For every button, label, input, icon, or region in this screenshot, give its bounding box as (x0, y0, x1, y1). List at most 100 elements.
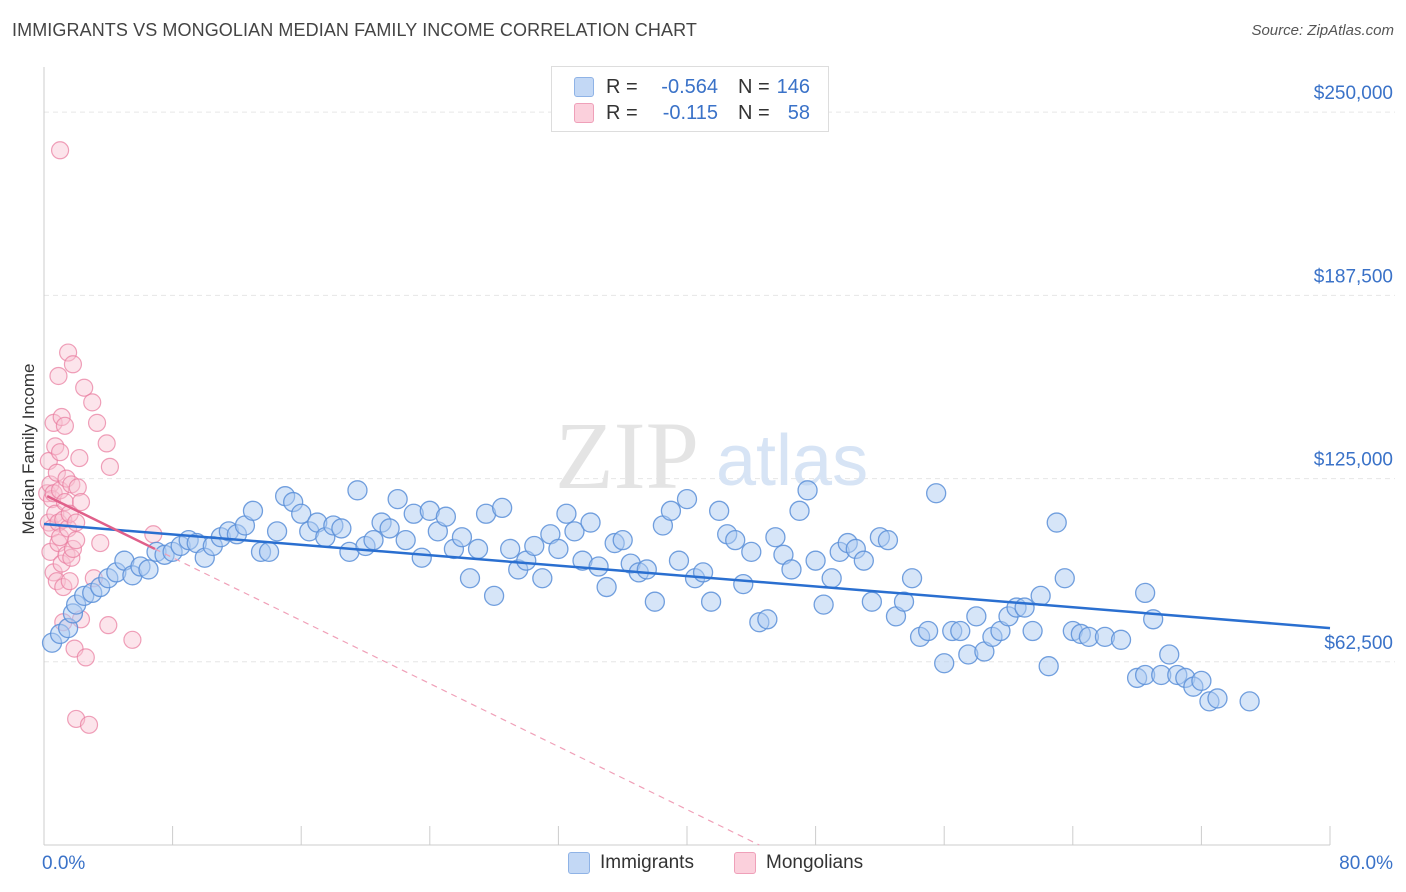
mongolians-point (60, 572, 79, 591)
mongolians-point (49, 366, 68, 386)
immigrants-point (1014, 597, 1035, 618)
immigrants-point (733, 573, 754, 595)
immigrants-point (950, 620, 971, 642)
mongolians-legend-swatch (734, 852, 756, 874)
chart-title: IMMIGRANTS VS MONGOLIAN MEDIAN FAMILY IN… (12, 20, 697, 40)
stats-row-mongolians: R = -0.115 N = 58 (574, 101, 810, 125)
mongolians-point (47, 463, 66, 482)
immigrants-legend-swatch (568, 852, 590, 874)
immigrants-point (797, 480, 818, 501)
immigrants-point (757, 609, 778, 630)
legend-item-immigrants[interactable]: Immigrants (568, 852, 694, 874)
immigrants-point (893, 591, 915, 612)
mongolians-point (52, 554, 71, 573)
immigrants-point (917, 620, 939, 642)
immigrants-point (668, 550, 690, 571)
immigrants-point (1022, 620, 1043, 642)
watermark: ZIP atlas (555, 402, 868, 509)
immigrants-point (1159, 644, 1180, 665)
immigrants-point (1030, 585, 1051, 606)
immigrants-point (644, 591, 665, 612)
immigrants-point (741, 541, 762, 563)
immigrants-point (291, 503, 312, 524)
immigrants-point (966, 606, 987, 627)
y-tick-label: $125,000 (1314, 450, 1393, 471)
axis-labels: $62,500 $125,000 $187,500 $250,000 0.0% 80.0% (42, 83, 1393, 874)
r-value: -0.115 (662, 101, 718, 124)
immigrants-point (700, 591, 722, 612)
immigrants-point (1239, 691, 1260, 712)
immigrants-point (483, 585, 505, 606)
immigrants-point (331, 518, 352, 539)
series-legend: Immigrants Mongolians (0, 852, 1406, 876)
immigrants-point (451, 527, 473, 548)
immigrants-point (877, 529, 899, 551)
immigrants-point (459, 568, 481, 589)
immigrants-swatch (574, 77, 594, 97)
mongolians-point (83, 393, 102, 412)
immigrants-point (363, 529, 384, 551)
immigrants-point (548, 538, 569, 560)
x-tick-label: 0.0% (42, 853, 85, 874)
y-axis-label: Median Family Income (19, 363, 38, 534)
immigrants-point (1110, 629, 1132, 650)
immigrants-point (725, 529, 746, 551)
mongolians-point (97, 434, 116, 453)
immigrants-point (660, 500, 682, 521)
immigrants-point (242, 500, 264, 521)
immigrants-point (556, 503, 577, 524)
source-label: Source: ZipAtlas.com (1251, 22, 1394, 39)
immigrants-point (853, 550, 874, 571)
immigrants-point (395, 529, 416, 551)
immigrants-point (636, 559, 657, 580)
n-label: N = (738, 75, 770, 98)
immigrants-point (612, 529, 633, 551)
mongolians-point (67, 513, 86, 532)
legend-label-mongolians: Mongolians (766, 852, 864, 873)
immigrants-point (789, 500, 810, 521)
immigrants-point (934, 653, 955, 674)
immigrants-point (266, 521, 288, 542)
mongolians-point (67, 531, 86, 550)
stats-row-immigrants: R = -0.564 N = 146 (574, 75, 810, 99)
mongolians-trend-extension (154, 548, 760, 846)
immigrants-points (41, 480, 1260, 712)
mongolians-point (123, 630, 142, 649)
immigrants-point (821, 568, 842, 589)
mongolians-point (99, 616, 118, 635)
immigrants-point (588, 556, 609, 577)
y-tick-label: $250,000 (1314, 83, 1393, 104)
mongolians-point (68, 478, 87, 497)
immigrants-point (926, 483, 947, 504)
immigrants-point (347, 480, 368, 501)
immigrants-point (596, 576, 617, 598)
r-label: R = (606, 101, 638, 124)
axes (43, 67, 1331, 846)
n-value: 146 (776, 75, 810, 98)
immigrants-point (524, 535, 545, 557)
immigrants-point (1054, 568, 1075, 589)
mongolians-point (76, 648, 95, 667)
mongolians-points (38, 141, 163, 734)
immigrants-point (901, 568, 923, 589)
immigrants-trend-line (43, 522, 1331, 630)
mongolians-point (87, 413, 107, 432)
mongolians-point (50, 481, 70, 500)
mongolians-point (70, 448, 89, 468)
immigrants-point (861, 591, 883, 612)
immigrants-point (1207, 688, 1228, 709)
immigrants-point (1038, 656, 1059, 677)
immigrants-point (258, 541, 280, 563)
n-label: N = (738, 101, 770, 124)
mongolians-point (75, 378, 94, 397)
mongolians-point (59, 343, 78, 362)
mongolians-point (91, 533, 110, 553)
y-tick-label: $187,500 (1314, 266, 1393, 287)
immigrants-point (411, 547, 432, 568)
legend-item-mongolians[interactable]: Mongolians (734, 852, 863, 874)
mongolians-point (55, 416, 74, 435)
x-tick-label: 80.0% (1339, 853, 1393, 874)
immigrants-point (676, 488, 698, 510)
watermark-zip: ZIP (555, 402, 699, 509)
